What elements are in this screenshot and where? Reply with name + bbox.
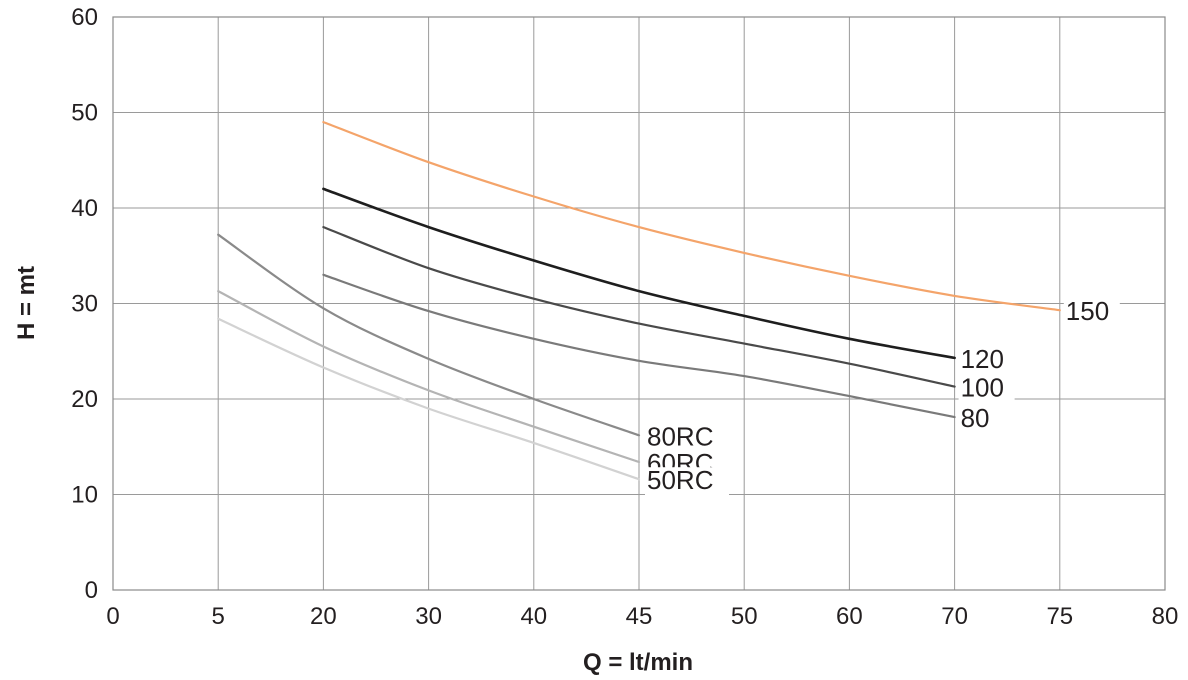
x-tick-label: 20 <box>310 603 337 630</box>
series-label-bg <box>958 405 999 434</box>
series-line-50RC <box>217 317 641 481</box>
series-label-80: 80 <box>961 403 990 433</box>
series-line-60RC <box>217 290 641 464</box>
series-label-bg <box>1063 298 1120 327</box>
series-label-120: 120 <box>961 344 1004 374</box>
y-tick-label: 0 <box>85 577 98 604</box>
y-tick-label: 60 <box>71 4 98 31</box>
y-tick-label: 10 <box>71 482 98 509</box>
x-axis-ticks: 0 5 20 30 40 45 50 60 70 75 80 <box>106 603 1178 630</box>
series-label-bg <box>645 423 729 452</box>
x-tick-label: 80 <box>1152 603 1179 630</box>
series-line-150 <box>322 121 1061 312</box>
series-line-80RC <box>217 233 641 437</box>
series-label-100: 100 <box>961 373 1004 403</box>
x-axis-title: Q = lt/min <box>583 649 693 676</box>
y-tick-label: 40 <box>71 195 98 222</box>
series-label-bg <box>958 374 1015 403</box>
x-tick-label: 5 <box>212 603 225 630</box>
y-tick-label: 20 <box>71 386 98 413</box>
plot-frame <box>112 16 1166 591</box>
x-tick-label: 0 <box>106 603 119 630</box>
x-tick-label: 60 <box>836 603 863 630</box>
x-tick-label: 70 <box>941 603 968 630</box>
series-label-bg <box>645 467 729 496</box>
series-line-80 <box>322 273 956 419</box>
y-axis-title: H = mt <box>13 266 40 340</box>
x-tick-label: 45 <box>626 603 653 630</box>
x-tick-label: 40 <box>520 603 547 630</box>
x-tick-label: 50 <box>731 603 758 630</box>
series-line-100 <box>322 226 956 388</box>
y-tick-label: 30 <box>71 291 98 318</box>
grid <box>113 17 1165 590</box>
x-tick-label: 30 <box>415 603 442 630</box>
series-lines <box>217 121 1061 481</box>
series-label-80RC: 80RC <box>647 421 713 451</box>
x-tick-label: 75 <box>1046 603 1073 630</box>
y-axis-ticks: 0 10 20 30 40 50 60 <box>71 4 98 604</box>
series-line-120 <box>322 187 956 360</box>
y-tick-label: 50 <box>71 100 98 127</box>
series-label-50RC: 50RC <box>647 465 713 495</box>
series-label-150: 150 <box>1066 296 1109 326</box>
series-label-bg <box>958 345 1015 374</box>
